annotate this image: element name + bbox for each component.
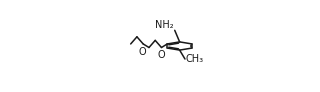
Text: CH₃: CH₃ bbox=[186, 54, 204, 64]
Text: O: O bbox=[139, 47, 147, 57]
Text: O: O bbox=[157, 50, 165, 60]
Text: NH₂: NH₂ bbox=[155, 20, 174, 30]
